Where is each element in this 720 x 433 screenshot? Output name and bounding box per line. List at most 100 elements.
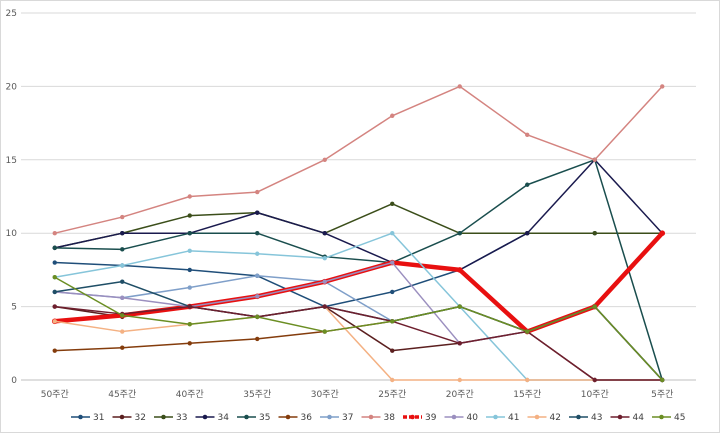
legend-item-37: 37 — [320, 413, 353, 423]
data-point — [390, 348, 395, 353]
legend-label: 38 — [384, 413, 396, 423]
legend-marker — [202, 414, 208, 420]
data-point — [390, 231, 395, 236]
data-point — [255, 231, 260, 236]
data-point — [255, 251, 260, 256]
y-tick-label: 10 — [6, 229, 18, 239]
y-axis-ticks: 0 5 10 15 20 25 — [6, 9, 18, 386]
legend: 31 32 33 34 35 36 37 38 39 40 41 42 43 44 45 — [71, 413, 685, 423]
data-point — [390, 319, 395, 324]
legend-item-36: 36 — [278, 413, 313, 423]
series-line-45 — [54, 276, 663, 381]
legend-label: 42 — [550, 413, 561, 423]
x-tick-label: 20주간 — [446, 389, 474, 400]
data-point — [187, 231, 192, 236]
legend-item-38: 38 — [361, 413, 396, 423]
data-point — [322, 329, 327, 334]
data-point — [187, 267, 192, 273]
legend-item-33: 33 — [154, 413, 187, 423]
legend-marker — [244, 414, 249, 420]
series-38 — [52, 84, 665, 236]
legend-label: 34 — [218, 413, 230, 423]
legend-label: 41 — [508, 413, 519, 423]
x-tick-label: 10주간 — [581, 389, 609, 400]
data-point — [120, 313, 125, 318]
series-line-44 — [54, 305, 663, 381]
data-point — [457, 231, 462, 236]
data-point — [187, 285, 192, 290]
data-point — [322, 304, 327, 309]
x-tick-label: 50주간 — [41, 389, 69, 400]
legend-marker — [161, 414, 166, 420]
data-point — [255, 273, 260, 278]
legend-marker — [534, 414, 540, 420]
data-point — [457, 341, 462, 346]
legend-label: 43 — [591, 413, 602, 423]
data-point — [592, 377, 597, 383]
legend-label: 35 — [259, 413, 270, 423]
legend-marker — [659, 414, 664, 420]
data-point — [120, 295, 125, 300]
data-point — [187, 248, 192, 254]
data-point — [660, 377, 665, 383]
legend-marker — [451, 414, 457, 420]
data-point — [525, 231, 530, 236]
data-point — [390, 289, 395, 295]
legend-label: 32 — [135, 413, 146, 423]
data-point — [52, 348, 57, 353]
data-point — [120, 279, 125, 284]
data-point — [255, 314, 260, 320]
data-point — [660, 84, 665, 89]
legend-label: 40 — [467, 413, 479, 423]
data-point — [52, 231, 57, 236]
legend-label: 45 — [674, 413, 685, 423]
data-point — [525, 182, 530, 187]
legend-marker — [617, 414, 623, 420]
legend-label: 36 — [301, 413, 313, 423]
series-line-35 — [54, 159, 663, 381]
data-point — [52, 245, 57, 251]
data-point — [456, 267, 463, 273]
data-point — [52, 289, 57, 295]
legend-marker — [78, 414, 83, 420]
series-line-42 — [54, 305, 663, 381]
data-point — [120, 214, 125, 220]
x-tick-label: 45주간 — [108, 389, 136, 400]
data-point — [255, 189, 260, 195]
x-tick-label: 40주간 — [176, 389, 204, 400]
series-lines — [51, 84, 666, 383]
legend-item-31: 31 — [71, 413, 104, 423]
series-line-34 — [54, 159, 663, 271]
data-point — [52, 260, 57, 265]
data-point — [52, 319, 57, 324]
data-point — [187, 213, 192, 218]
data-point — [322, 279, 327, 284]
data-point — [390, 113, 395, 118]
data-point — [187, 194, 192, 199]
x-tick-label: 30주간 — [311, 389, 339, 400]
series-line-33 — [54, 203, 663, 249]
series-line-38 — [54, 85, 663, 234]
legend-label: 31 — [93, 413, 104, 423]
legend-label: 44 — [633, 413, 645, 423]
data-point — [120, 263, 125, 268]
data-point — [525, 377, 530, 383]
legend-item-40: 40 — [444, 413, 479, 423]
data-point — [390, 201, 395, 207]
legend-item-39: 39 — [403, 413, 437, 423]
data-point — [120, 247, 125, 252]
legend-marker — [285, 414, 291, 420]
data-point — [120, 345, 125, 350]
data-point — [52, 275, 57, 280]
legend-label: 33 — [176, 413, 187, 423]
y-tick-label: 20 — [6, 82, 18, 92]
legend-marker — [327, 414, 332, 420]
data-point — [187, 341, 192, 346]
gridlines — [21, 12, 696, 381]
legend-item-32: 32 — [112, 413, 146, 423]
legend-item-43: 43 — [569, 413, 602, 423]
legend-label: 37 — [342, 413, 353, 423]
series-34 — [52, 157, 665, 273]
data-point — [525, 132, 530, 138]
y-tick-label: 25 — [6, 9, 17, 19]
